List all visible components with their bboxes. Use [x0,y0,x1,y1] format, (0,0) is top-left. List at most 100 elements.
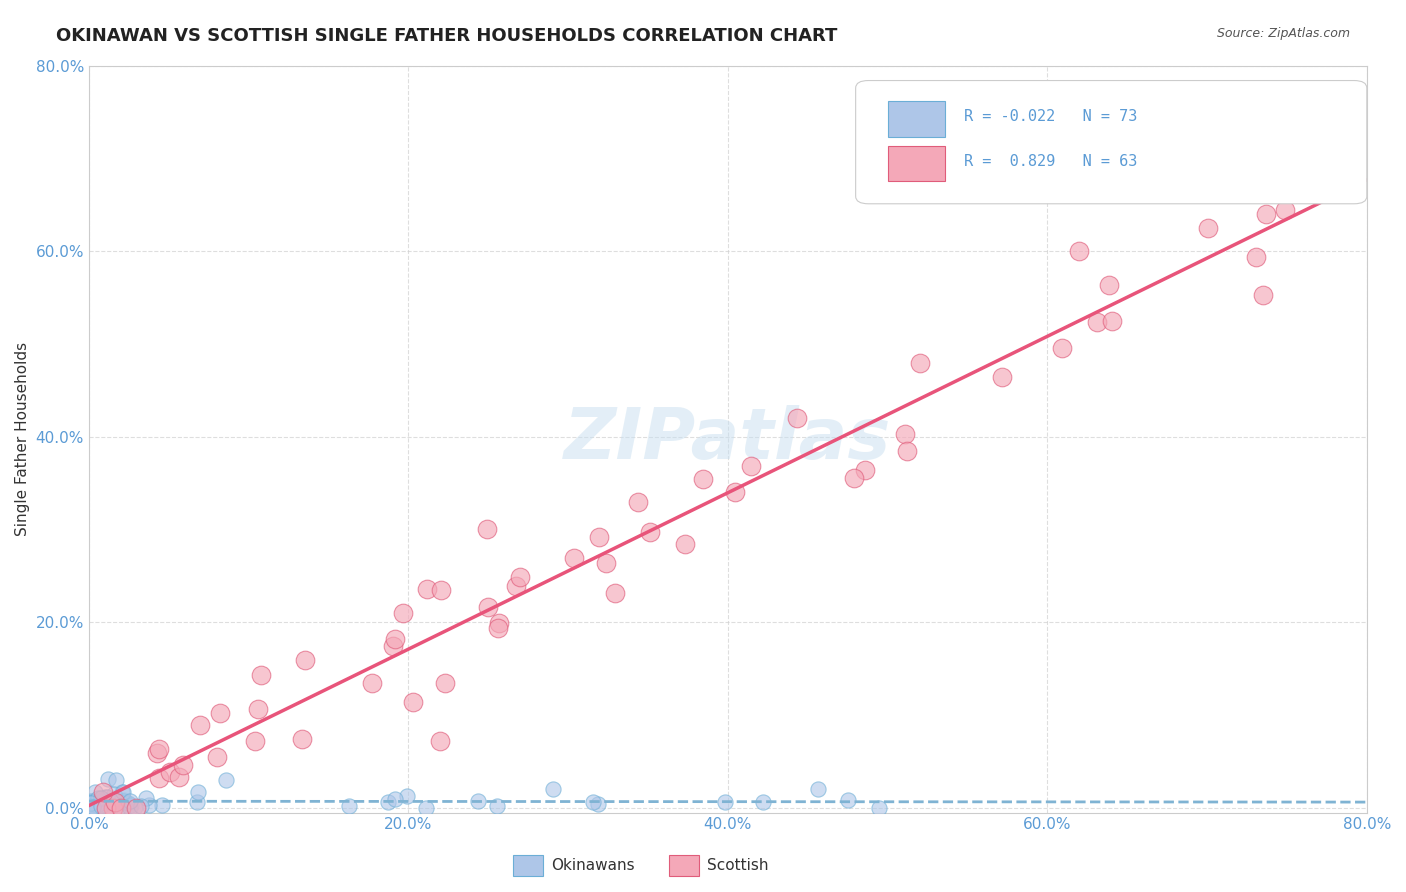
Point [146,746,169,760]
Point [86,796,108,810]
Point [477,599,499,614]
Point [384,632,406,647]
Point [90,790,112,805]
Point [1244,179,1267,194]
Point [1069,244,1091,259]
Text: R =  0.829   N = 63: R = 0.829 N = 63 [965,153,1137,169]
Point [1197,221,1219,235]
Point [118,800,141,814]
Point [101,801,124,815]
Point [86,797,108,812]
Point [89,799,111,814]
Point [751,795,773,809]
Point [415,582,437,596]
Point [908,355,931,369]
Point [675,537,697,551]
Point [148,741,170,756]
Point [91,785,114,799]
Point [430,582,453,597]
Point [360,675,382,690]
Point [104,772,127,787]
Bar [513,855,543,876]
Point [104,795,127,809]
Point [505,579,527,593]
Point [896,444,918,458]
Point [339,799,361,814]
Point [1085,315,1108,329]
Point [392,606,415,620]
Point [86,797,108,812]
Point [475,522,498,536]
Point [167,770,190,784]
Point [112,793,135,807]
Point [991,370,1014,384]
Point [105,798,128,813]
Bar [669,855,699,876]
Point [111,785,134,799]
Point [148,771,170,785]
Point [377,795,399,809]
FancyBboxPatch shape [856,80,1367,203]
Point [94,798,117,813]
Point [129,799,152,814]
Point [395,789,418,804]
Point [87,794,110,808]
Point [110,801,132,815]
Point [79,796,101,810]
Point [215,772,238,787]
Point [101,800,124,814]
Point [101,796,124,810]
Point [84,785,107,799]
Point [486,621,509,635]
Text: R = -0.022   N = 73: R = -0.022 N = 73 [965,109,1137,124]
Point [786,411,808,425]
Point [467,794,489,808]
Bar [887,145,945,181]
Point [135,791,157,805]
Point [108,795,131,809]
Point [723,484,745,499]
Y-axis label: Single Father Households: Single Father Households [15,342,30,536]
Point [842,471,865,485]
Point [103,787,125,801]
Point [1050,341,1073,355]
Point [640,524,662,539]
Text: Source: ZipAtlas.com: Source: ZipAtlas.com [1216,27,1350,40]
Point [1274,202,1296,217]
Point [429,734,451,748]
Point [740,458,762,473]
Point [82,800,104,814]
Text: Scottish: Scottish [707,858,769,872]
Point [401,695,423,709]
Point [586,797,609,812]
Point [208,706,231,721]
Point [186,785,208,799]
Point [186,795,208,809]
Point [108,800,131,814]
Point [541,781,564,796]
Point [807,781,830,796]
Point [582,795,605,809]
Point [87,790,110,805]
Point [124,800,146,814]
Point [120,794,142,808]
Point [853,462,876,476]
Point [112,794,135,808]
Point [150,798,173,813]
Point [138,798,160,813]
Point [120,798,142,813]
Point [80,800,103,814]
Point [79,797,101,812]
Point [77,801,100,815]
Point [97,772,120,787]
Point [714,795,737,809]
Point [82,796,104,810]
Point [294,653,316,667]
Point [91,797,114,811]
Point [1256,207,1278,221]
Point [1251,288,1274,302]
Point [91,798,114,813]
Point [595,556,617,570]
Point [96,795,118,809]
Point [1244,250,1267,264]
